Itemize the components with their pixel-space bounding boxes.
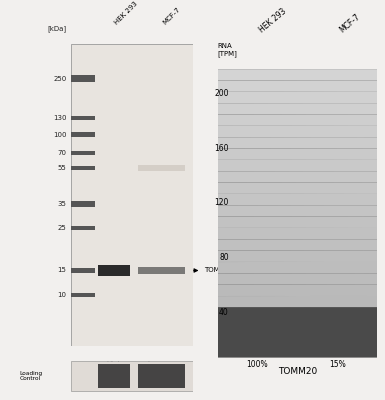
FancyBboxPatch shape bbox=[0, 160, 385, 176]
FancyBboxPatch shape bbox=[0, 307, 385, 323]
Text: 70: 70 bbox=[57, 150, 67, 156]
FancyBboxPatch shape bbox=[71, 151, 95, 155]
FancyBboxPatch shape bbox=[71, 201, 95, 207]
FancyBboxPatch shape bbox=[71, 166, 95, 170]
FancyBboxPatch shape bbox=[0, 92, 385, 108]
FancyBboxPatch shape bbox=[0, 239, 385, 255]
FancyBboxPatch shape bbox=[71, 361, 192, 391]
Text: 40: 40 bbox=[219, 308, 229, 317]
FancyBboxPatch shape bbox=[0, 182, 385, 198]
FancyBboxPatch shape bbox=[0, 114, 385, 130]
Text: 15: 15 bbox=[58, 268, 67, 274]
FancyBboxPatch shape bbox=[0, 296, 385, 312]
FancyBboxPatch shape bbox=[0, 273, 385, 289]
FancyBboxPatch shape bbox=[0, 216, 385, 233]
FancyBboxPatch shape bbox=[71, 132, 95, 137]
FancyBboxPatch shape bbox=[138, 266, 185, 274]
FancyBboxPatch shape bbox=[71, 116, 95, 120]
FancyBboxPatch shape bbox=[0, 285, 385, 301]
FancyBboxPatch shape bbox=[0, 148, 385, 164]
FancyBboxPatch shape bbox=[0, 194, 385, 210]
Text: 160: 160 bbox=[214, 144, 229, 153]
FancyBboxPatch shape bbox=[0, 194, 385, 210]
FancyBboxPatch shape bbox=[0, 205, 385, 221]
FancyBboxPatch shape bbox=[0, 137, 385, 153]
FancyBboxPatch shape bbox=[0, 228, 385, 244]
FancyBboxPatch shape bbox=[0, 341, 385, 357]
Text: HEK 293: HEK 293 bbox=[114, 1, 139, 26]
Text: 25: 25 bbox=[58, 225, 67, 231]
FancyBboxPatch shape bbox=[138, 165, 185, 171]
FancyBboxPatch shape bbox=[0, 171, 385, 187]
FancyBboxPatch shape bbox=[0, 228, 385, 244]
FancyBboxPatch shape bbox=[71, 76, 95, 82]
Text: 200: 200 bbox=[214, 89, 229, 98]
FancyBboxPatch shape bbox=[0, 262, 385, 278]
FancyBboxPatch shape bbox=[0, 285, 385, 301]
Text: [kDa]: [kDa] bbox=[47, 25, 67, 32]
Text: Loading
Control: Loading Control bbox=[20, 370, 43, 382]
FancyBboxPatch shape bbox=[0, 137, 385, 153]
FancyBboxPatch shape bbox=[0, 148, 385, 164]
Text: 55: 55 bbox=[58, 165, 67, 171]
Text: 10: 10 bbox=[57, 292, 67, 298]
FancyBboxPatch shape bbox=[71, 268, 95, 273]
FancyBboxPatch shape bbox=[0, 103, 385, 119]
FancyBboxPatch shape bbox=[138, 364, 185, 388]
FancyBboxPatch shape bbox=[0, 114, 385, 130]
FancyBboxPatch shape bbox=[71, 292, 95, 297]
Text: 35: 35 bbox=[58, 201, 67, 207]
FancyBboxPatch shape bbox=[98, 364, 130, 388]
FancyBboxPatch shape bbox=[0, 205, 385, 221]
FancyBboxPatch shape bbox=[0, 251, 385, 267]
Text: RNA
[TPM]: RNA [TPM] bbox=[218, 43, 238, 57]
FancyBboxPatch shape bbox=[0, 126, 385, 142]
FancyBboxPatch shape bbox=[71, 226, 95, 230]
FancyBboxPatch shape bbox=[0, 126, 385, 142]
FancyBboxPatch shape bbox=[0, 92, 385, 108]
Text: TOMM20: TOMM20 bbox=[278, 367, 317, 376]
FancyBboxPatch shape bbox=[0, 216, 385, 233]
Text: 130: 130 bbox=[53, 115, 67, 121]
Text: 100%: 100% bbox=[247, 360, 268, 369]
FancyBboxPatch shape bbox=[0, 182, 385, 198]
FancyBboxPatch shape bbox=[0, 171, 385, 187]
FancyBboxPatch shape bbox=[0, 69, 385, 85]
Text: MCF-7: MCF-7 bbox=[161, 6, 181, 26]
Text: 80: 80 bbox=[219, 253, 229, 262]
FancyBboxPatch shape bbox=[0, 69, 385, 85]
Text: High: High bbox=[106, 361, 122, 367]
FancyBboxPatch shape bbox=[0, 251, 385, 267]
FancyBboxPatch shape bbox=[0, 239, 385, 255]
Text: MCF-7: MCF-7 bbox=[337, 12, 362, 35]
FancyBboxPatch shape bbox=[0, 160, 385, 176]
FancyBboxPatch shape bbox=[0, 319, 385, 335]
FancyBboxPatch shape bbox=[0, 273, 385, 289]
FancyBboxPatch shape bbox=[0, 296, 385, 312]
Text: Low: Low bbox=[147, 361, 161, 367]
FancyBboxPatch shape bbox=[98, 265, 130, 276]
FancyBboxPatch shape bbox=[0, 330, 385, 346]
Text: 250: 250 bbox=[53, 76, 67, 82]
FancyBboxPatch shape bbox=[0, 80, 385, 96]
FancyBboxPatch shape bbox=[0, 341, 385, 357]
Text: 15%: 15% bbox=[329, 360, 346, 369]
Text: TOMM20: TOMM20 bbox=[204, 268, 235, 274]
FancyBboxPatch shape bbox=[0, 307, 385, 323]
Text: 120: 120 bbox=[214, 198, 229, 208]
FancyBboxPatch shape bbox=[0, 262, 385, 278]
Text: HEK 293: HEK 293 bbox=[258, 7, 288, 35]
Text: 100: 100 bbox=[53, 132, 67, 138]
FancyBboxPatch shape bbox=[0, 103, 385, 119]
FancyBboxPatch shape bbox=[0, 330, 385, 346]
FancyBboxPatch shape bbox=[0, 319, 385, 335]
FancyBboxPatch shape bbox=[0, 80, 385, 96]
FancyBboxPatch shape bbox=[71, 44, 192, 346]
